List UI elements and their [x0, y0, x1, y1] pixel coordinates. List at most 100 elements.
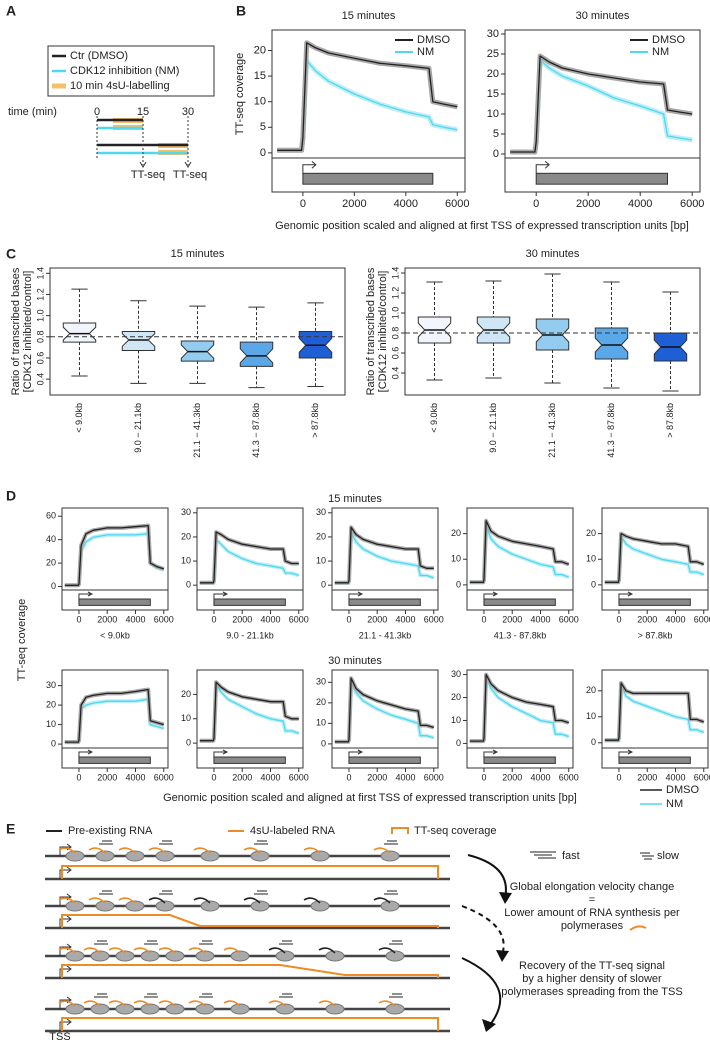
y-tick-label: 20 [451, 692, 461, 702]
gene-body [483, 756, 556, 764]
y-tick-label: 10 [451, 554, 461, 564]
rna [223, 947, 241, 954]
legend-label: TT-seq coverage [414, 825, 497, 837]
y-axis-label: [CDK12 inhibited/control] [377, 271, 389, 393]
x-tick-label: 0 [76, 772, 81, 782]
polymerase [125, 900, 145, 912]
y-tick-label: 30 [451, 669, 461, 679]
speed-label: fast [562, 850, 580, 862]
gene-body [78, 598, 151, 606]
y-tick-label: 10 [254, 96, 266, 108]
rna-strands [94, 940, 108, 945]
polymerase [230, 1003, 250, 1015]
x-tick-label: 4000 [395, 772, 415, 782]
line [64, 688, 164, 743]
polymerase [200, 850, 220, 862]
x-tick-label: 6000 [680, 198, 704, 210]
rna-strands [144, 940, 158, 945]
plot-frame [601, 669, 709, 769]
tss-arrow [348, 749, 364, 757]
rna [373, 897, 391, 904]
x-tick-label: 2000 [367, 614, 387, 624]
gene-body [348, 756, 421, 764]
rna [318, 947, 336, 954]
x-tick-label: 41.3 − 87.8kb [251, 403, 261, 458]
coverage [61, 1017, 439, 1031]
box [594, 327, 629, 360]
x-tick-label: 0 [481, 614, 486, 624]
x-tick-label: 4000 [125, 772, 145, 782]
rna [268, 1000, 286, 1007]
y-tick-label: 10 [46, 719, 56, 729]
x-tick-label: 0 [346, 772, 351, 782]
y-tick-label: 0 [493, 148, 499, 160]
x-tick-label: 4000 [665, 772, 685, 782]
tss-arrow [213, 591, 229, 599]
tss-label: TSS [49, 1031, 70, 1043]
rna-strands [279, 993, 293, 998]
polymerase [65, 900, 85, 912]
rna [58, 847, 76, 854]
polymerase [275, 950, 295, 962]
y-axis-label: Ratio of transcribed bases [10, 267, 22, 395]
line [199, 681, 299, 742]
polymerase [140, 950, 160, 962]
polymerase [195, 1003, 215, 1015]
rna [118, 847, 136, 854]
gene-body [535, 172, 669, 185]
rna [88, 897, 106, 904]
x-tick-label: 9.0 − 21.1kb [488, 403, 498, 453]
x-tick-label: 0 [481, 772, 486, 782]
rna [188, 1000, 206, 1007]
x-tick-label: 2000 [97, 614, 117, 624]
y-tick-label: 10 [181, 713, 191, 723]
polymerase [95, 900, 115, 912]
readout: TT-seq [173, 169, 207, 181]
y-tick-label: 15 [487, 88, 499, 100]
x-tick-label: 0 [76, 614, 81, 624]
legend-swatch [391, 827, 409, 834]
rna [243, 897, 261, 904]
tss-flag [59, 915, 72, 928]
row-title: 15 minutes [328, 493, 382, 505]
rna [108, 947, 126, 954]
rna [148, 847, 166, 854]
note: polymerases [561, 920, 624, 932]
line [64, 524, 165, 586]
polymerase [155, 900, 175, 912]
x-tick-label: 4000 [395, 614, 415, 624]
polymerase [90, 950, 110, 962]
arrow [467, 854, 507, 899]
rna [243, 847, 261, 854]
y-tick-label: 0.6 [35, 352, 45, 365]
group-label: 41.3 - 87.8kb [494, 630, 547, 640]
line [469, 673, 570, 742]
plot-frame [331, 669, 439, 769]
gene-body [78, 756, 151, 764]
y-tick-label: 0 [51, 581, 56, 591]
x-tick-label: 6000 [424, 772, 444, 782]
tss-arrow [483, 749, 499, 757]
gene-body [348, 598, 421, 606]
arrow-head [482, 1019, 496, 1032]
x-axis-label: Genomic position scaled and aligned at f… [275, 220, 689, 232]
tss-arrow [535, 161, 550, 174]
coverage [61, 914, 439, 928]
rna [118, 897, 136, 904]
gene-body [483, 598, 556, 606]
panel-label: C [6, 246, 16, 262]
y-tick-label: 20 [316, 531, 326, 541]
coverage [61, 964, 439, 978]
polymerase [65, 850, 85, 862]
x-tick-label: 2000 [232, 772, 252, 782]
y-tick-label: 1.0 [390, 307, 400, 320]
x-tick-label: 21.1 − 41.3kb [192, 403, 202, 458]
line [604, 532, 705, 583]
tss-arrow [78, 749, 94, 757]
y-tick-label: 10 [451, 715, 461, 725]
tss-flag [59, 1018, 72, 1031]
y-tick-label: 0.8 [390, 327, 400, 340]
y-tick-label: 30 [487, 28, 499, 40]
panel-label: B [236, 3, 246, 19]
